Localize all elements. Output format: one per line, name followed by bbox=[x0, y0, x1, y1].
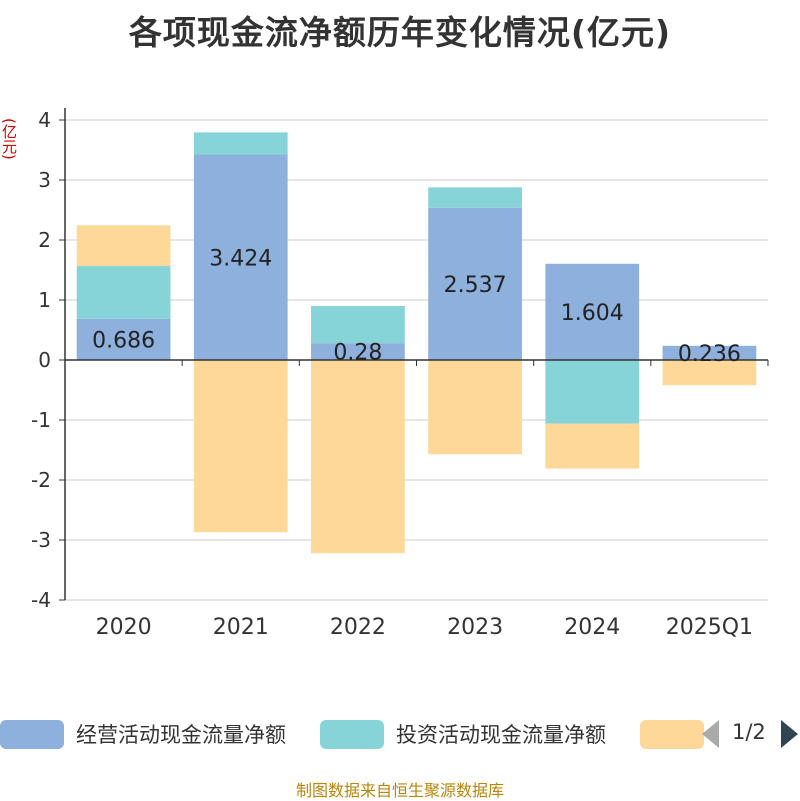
bar-operating bbox=[193, 154, 288, 360]
data-label-operating: 2.537 bbox=[444, 273, 507, 298]
bar-operating bbox=[545, 263, 640, 360]
bar-financing bbox=[428, 360, 522, 455]
y-tick-label: -2 bbox=[31, 468, 51, 492]
legend-pager: 1/2 bbox=[700, 712, 800, 756]
y-tick-label: -3 bbox=[31, 528, 51, 552]
bar-investing bbox=[311, 306, 405, 344]
data-label-operating: 0.686 bbox=[92, 328, 155, 353]
legend-swatch-operating bbox=[0, 719, 64, 749]
legend-label-investing: 投资活动现金流量净额 bbox=[396, 723, 606, 747]
data-label-operating: 1.604 bbox=[561, 301, 624, 326]
bars bbox=[76, 132, 757, 554]
legend-label-operating: 经营活动现金流量净额 bbox=[76, 723, 286, 747]
bar-financing bbox=[193, 360, 288, 533]
source-note: 制图数据来自恒生聚源数据库 bbox=[295, 781, 504, 800]
bar-operating bbox=[76, 318, 171, 360]
bar-operating bbox=[311, 343, 405, 360]
legend: 经营活动现金流量净额 投资活动现金流量净额 1/2 bbox=[0, 712, 800, 756]
y-tick-label: 4 bbox=[38, 108, 51, 132]
y-tick-label: 1 bbox=[38, 288, 51, 312]
grid-lines bbox=[65, 119, 768, 601]
legend-item-financing[interactable] bbox=[640, 712, 716, 756]
legend-item-investing[interactable]: 投资活动现金流量净额 bbox=[320, 712, 606, 756]
x-tick-label: 2024 bbox=[564, 615, 620, 640]
legend-swatch-investing bbox=[320, 719, 384, 749]
bar-financing bbox=[662, 360, 757, 386]
bar-financing bbox=[311, 360, 405, 554]
bar-financing bbox=[76, 225, 171, 267]
bar-operating bbox=[428, 207, 522, 360]
data-labels: 0.686 3.424 0.28 2.537 1.604 0.236 bbox=[92, 246, 741, 367]
y-tick-label: 2 bbox=[38, 228, 51, 252]
bar-investing bbox=[193, 132, 288, 155]
y-tick-label: -1 bbox=[31, 408, 51, 432]
data-label-operating: 0.28 bbox=[333, 341, 382, 366]
bar-investing bbox=[545, 360, 640, 424]
x-tick-label: 2020 bbox=[96, 615, 152, 640]
x-tick-label: 2025Q1 bbox=[666, 615, 753, 640]
bar-investing bbox=[76, 266, 171, 319]
legend-prev-page-icon[interactable] bbox=[702, 720, 719, 748]
data-label-operating: 0.236 bbox=[678, 342, 741, 367]
x-tick-label: 2022 bbox=[330, 615, 386, 640]
x-tick-label: 2023 bbox=[447, 615, 503, 640]
legend-swatch-financing bbox=[640, 719, 704, 749]
legend-item-operating[interactable]: 经营活动现金流量净额 bbox=[0, 712, 286, 756]
axes: 4 3 2 1 0 -1 -2 -3 -4 2020 2021 2022 2023 2024 2025Q1 bbox=[31, 108, 769, 640]
y-axis-unit-label: (亿元) bbox=[0, 118, 18, 160]
y-tick-label: 3 bbox=[38, 168, 51, 192]
bar-operating bbox=[662, 345, 757, 360]
legend-page-info: 1/2 bbox=[732, 720, 766, 744]
legend-next-page-icon[interactable] bbox=[781, 720, 798, 748]
chart-title: 各项现金流净额历年变化情况(亿元) bbox=[128, 13, 672, 52]
bar-investing bbox=[428, 187, 522, 208]
y-tick-label: 0 bbox=[38, 348, 51, 372]
x-tick-label: 2021 bbox=[213, 615, 269, 640]
data-label-operating: 3.424 bbox=[209, 246, 272, 271]
y-tick-label: -4 bbox=[31, 588, 51, 612]
bar-financing bbox=[545, 423, 640, 469]
